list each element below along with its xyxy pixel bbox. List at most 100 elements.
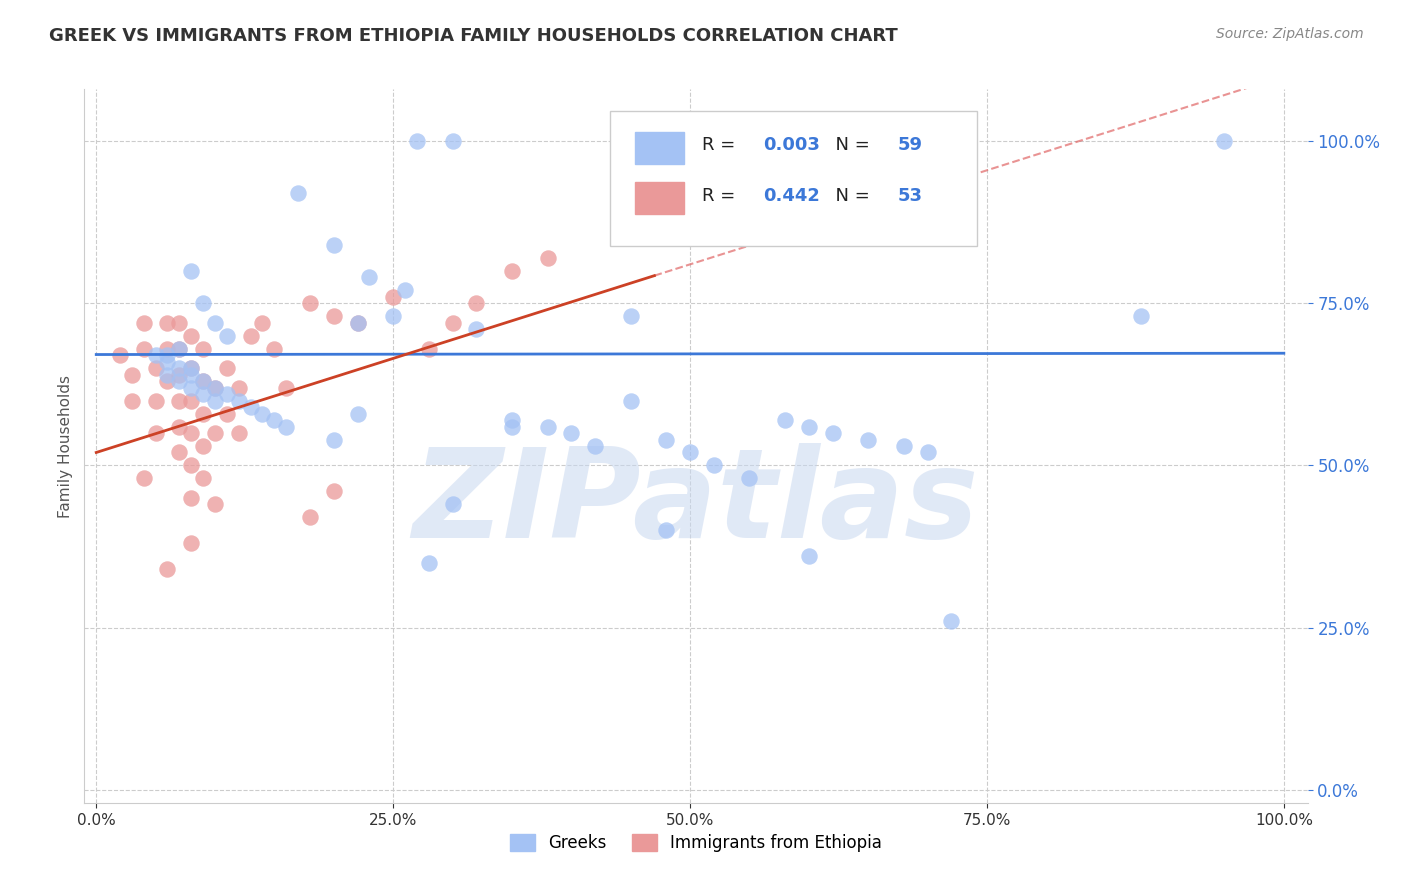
Point: [204, 497, 226, 511]
Point: [191, 374, 214, 388]
Point: [441, 316, 464, 330]
Point: [501, 419, 523, 434]
Point: [441, 134, 464, 148]
Point: [773, 413, 796, 427]
Point: [1213, 134, 1236, 148]
Text: 59: 59: [898, 136, 922, 153]
Text: 0.442: 0.442: [763, 187, 820, 205]
Point: [180, 393, 202, 408]
Text: ZIPatlas: ZIPatlas: [413, 442, 979, 564]
Point: [382, 310, 405, 324]
Point: [465, 296, 488, 310]
Point: [156, 354, 179, 368]
Point: [276, 381, 298, 395]
Point: [322, 238, 344, 252]
Point: [145, 348, 167, 362]
Legend: Greeks, Immigrants from Ethiopia: Greeks, Immigrants from Ethiopia: [503, 827, 889, 859]
FancyBboxPatch shape: [636, 182, 683, 214]
Point: [679, 445, 702, 459]
Point: [738, 471, 761, 485]
Point: [655, 433, 678, 447]
Point: [583, 439, 606, 453]
Point: [191, 296, 214, 310]
Point: [156, 562, 179, 576]
Point: [322, 484, 344, 499]
Point: [322, 433, 344, 447]
Point: [180, 361, 202, 376]
Point: [204, 425, 226, 440]
Point: [655, 524, 678, 538]
Point: [441, 497, 464, 511]
Text: N =: N =: [824, 187, 876, 205]
Point: [465, 322, 488, 336]
Point: [941, 614, 963, 628]
Point: [180, 491, 202, 505]
Point: [228, 393, 250, 408]
Point: [536, 251, 558, 265]
Point: [821, 425, 844, 440]
Point: [560, 425, 582, 440]
Point: [156, 348, 179, 362]
Point: [239, 328, 262, 343]
Point: [180, 328, 202, 343]
FancyBboxPatch shape: [636, 132, 683, 164]
Point: [156, 374, 179, 388]
Point: [191, 407, 214, 421]
Point: [346, 407, 368, 421]
Y-axis label: Family Households: Family Households: [58, 375, 73, 517]
FancyBboxPatch shape: [610, 111, 977, 246]
Text: R =: R =: [702, 136, 741, 153]
Point: [204, 393, 226, 408]
Point: [108, 348, 131, 362]
Text: R =: R =: [702, 187, 741, 205]
Point: [797, 419, 820, 434]
Point: [620, 393, 643, 408]
Point: [180, 458, 202, 473]
Point: [1130, 310, 1153, 324]
Point: [228, 381, 250, 395]
Text: 0.003: 0.003: [763, 136, 820, 153]
Point: [620, 310, 643, 324]
Point: [359, 270, 381, 285]
Point: [298, 510, 321, 524]
Text: GREEK VS IMMIGRANTS FROM ETHIOPIA FAMILY HOUSEHOLDS CORRELATION CHART: GREEK VS IMMIGRANTS FROM ETHIOPIA FAMILY…: [49, 27, 898, 45]
Point: [156, 342, 179, 356]
Point: [501, 264, 523, 278]
Point: [215, 387, 238, 401]
Point: [215, 328, 238, 343]
Point: [418, 342, 440, 356]
Point: [263, 413, 285, 427]
Point: [239, 400, 262, 414]
Point: [703, 458, 725, 473]
Point: [156, 316, 179, 330]
Point: [856, 433, 879, 447]
Point: [276, 419, 298, 434]
Point: [382, 290, 405, 304]
Point: [145, 393, 167, 408]
Point: [298, 296, 321, 310]
Point: [191, 342, 214, 356]
Point: [132, 316, 155, 330]
Text: 53: 53: [898, 187, 922, 205]
Point: [797, 549, 820, 564]
Text: Source: ZipAtlas.com: Source: ZipAtlas.com: [1216, 27, 1364, 41]
Point: [180, 361, 202, 376]
Point: [169, 445, 191, 459]
Point: [132, 342, 155, 356]
Point: [893, 439, 915, 453]
Point: [191, 439, 214, 453]
Point: [121, 393, 143, 408]
Point: [169, 393, 191, 408]
Point: [394, 283, 416, 297]
Point: [169, 419, 191, 434]
Point: [917, 445, 939, 459]
Point: [169, 374, 191, 388]
Point: [287, 186, 309, 200]
Point: [204, 381, 226, 395]
Text: N =: N =: [824, 136, 876, 153]
Point: [180, 264, 202, 278]
Point: [156, 368, 179, 382]
Point: [169, 316, 191, 330]
Point: [169, 342, 191, 356]
Point: [215, 407, 238, 421]
